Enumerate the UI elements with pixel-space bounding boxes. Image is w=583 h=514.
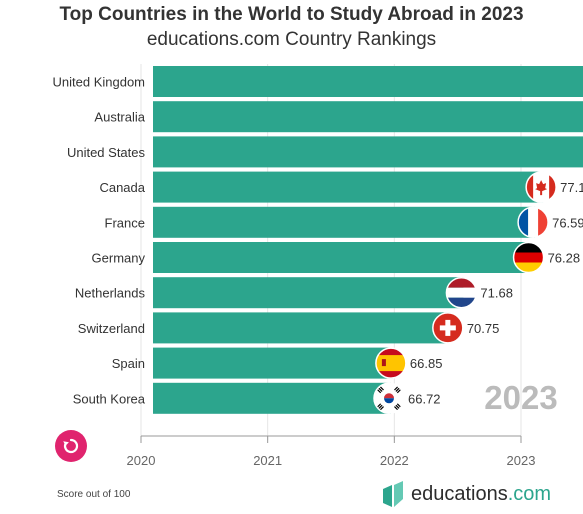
spain-flag-icon: [375, 347, 407, 379]
bar-row: Switzerland 70.75: [78, 312, 500, 344]
canada-flag-icon: [525, 171, 557, 203]
bar-row: Netherlands 71.68: [75, 276, 513, 309]
bar: [153, 66, 583, 97]
bar: [153, 242, 531, 273]
category-label: Spain: [112, 356, 145, 371]
open-book-icon: [383, 481, 403, 507]
x-axis: 2020 2021 2022 2023: [127, 435, 536, 468]
bar: [153, 382, 391, 414]
x-tick-label: 2023: [507, 453, 536, 468]
value-label: 70.75: [467, 321, 500, 336]
bar-row: United States83.04: [67, 136, 583, 168]
category-label: United States: [67, 145, 146, 160]
brand-logo[interactable]: educations.com: [382, 478, 551, 510]
bar: [153, 171, 544, 203]
category-label: Australia: [94, 110, 145, 125]
bar-row: United Kingdom86.97: [53, 66, 583, 97]
category-label: South Korea: [73, 391, 146, 406]
switzerland-flag-icon: [432, 312, 464, 344]
bar: [153, 347, 393, 379]
bars-layer: United Kingdom86.97Australia85.83United …: [53, 66, 583, 415]
replay-icon: [63, 438, 79, 454]
bar-row: Canada 77.14: [99, 171, 583, 203]
value-label: 76.28: [548, 251, 581, 266]
bar: [153, 277, 464, 309]
value-label: 71.68: [480, 286, 513, 301]
x-tick-label: 2020: [127, 453, 156, 468]
bar-row: South Korea 66.72: [73, 382, 441, 415]
category-label: France: [105, 215, 145, 230]
footnote: Score out of 100: [57, 489, 131, 500]
chart-subtitle: educations.com Country Rankings: [146, 29, 437, 50]
category-label: Germany: [92, 251, 146, 266]
bar-row: France 76.59: [105, 206, 583, 239]
bar: [153, 101, 583, 133]
bar: [153, 136, 583, 168]
category-label: United Kingdom: [53, 75, 146, 90]
category-label: Canada: [99, 180, 145, 195]
bar: [153, 206, 536, 238]
bar-row: Australia85.83: [94, 101, 583, 133]
category-label: Netherlands: [75, 286, 146, 301]
x-tick-label: 2022: [380, 453, 409, 468]
value-label: 77.14: [560, 180, 583, 195]
germany-flag-icon: [512, 241, 545, 274]
category-label: Switzerland: [78, 321, 145, 336]
year-label: 2023: [484, 379, 557, 416]
value-label: 76.59: [552, 215, 583, 230]
bar-row: Germany 76.28: [92, 241, 581, 274]
bar: [153, 312, 450, 344]
brand-name: educations: [411, 482, 508, 505]
value-label: 66.72: [408, 391, 441, 406]
netherlands-flag-icon: [445, 276, 478, 309]
x-tick-label: 2021: [253, 453, 282, 468]
south-korea-flag-icon: [373, 382, 405, 415]
replay-button[interactable]: [55, 430, 87, 462]
brand-suffix: .com: [507, 482, 552, 505]
bar-row: Spain 66.85: [112, 347, 443, 379]
chart-title: Top Countries in the World to Study Abro…: [59, 4, 524, 25]
value-label: 66.85: [410, 356, 443, 371]
france-flag-icon: [517, 206, 549, 239]
